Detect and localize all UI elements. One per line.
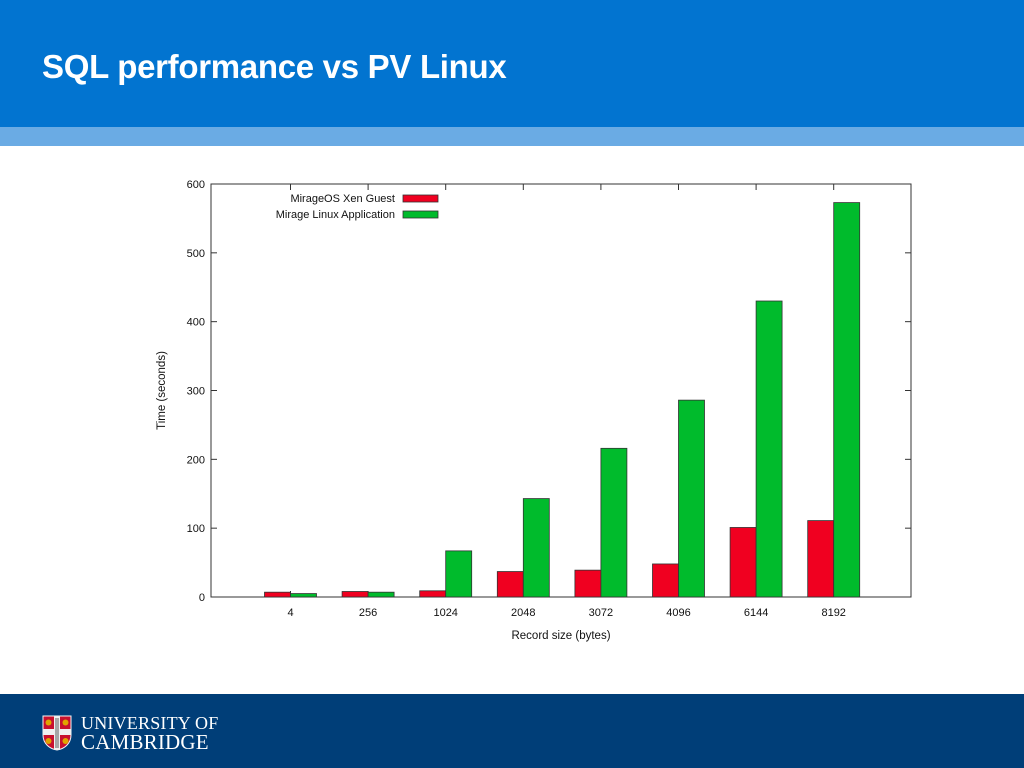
y-tick-label: 500: [187, 248, 205, 260]
bar-xen-guest: [729, 527, 757, 598]
slide-footer: [0, 694, 1024, 768]
x-tick-label: 4: [287, 607, 293, 619]
logo-line-1: UNIVERSITY OF: [81, 713, 219, 733]
x-tick-label: 1024: [433, 607, 457, 619]
y-tick-label: 200: [187, 454, 205, 466]
slide-title: SQL performance vs PV Linux: [42, 48, 507, 85]
bar-linux-app: [290, 593, 317, 598]
university-logo: UNIVERSITY OF CAMBRIDGE: [42, 713, 219, 754]
bar-xen-guest: [496, 571, 524, 598]
x-tick-label: 2048: [511, 607, 535, 619]
x-tick-label: 4096: [666, 607, 690, 619]
legend-swatch: [402, 210, 439, 219]
university-crest-icon: [42, 715, 72, 751]
slide-header: [0, 0, 1024, 127]
y-axis-label: Time (seconds): [156, 351, 168, 430]
x-tick-label: 3072: [589, 607, 613, 619]
y-tick-label: 0: [199, 592, 205, 604]
legend-label: MirageOS Xen Guest: [290, 193, 395, 205]
bar-xen-guest: [419, 590, 447, 598]
bar-xen-guest: [652, 563, 679, 598]
legend-swatch: [402, 194, 439, 203]
legend-label: Mirage Linux Application: [276, 209, 395, 221]
bar-linux-app: [522, 498, 550, 598]
x-axis-label: Record size (bytes): [511, 630, 610, 642]
bar-linux-app: [367, 591, 395, 598]
bar-xen-guest: [807, 520, 835, 598]
header-stripe: [0, 127, 1024, 146]
y-tick-label: 400: [187, 317, 205, 329]
bar-linux-app: [833, 202, 861, 598]
y-tick-label: 300: [187, 386, 205, 398]
y-tick-label: 600: [187, 179, 205, 191]
bar-linux-app: [678, 399, 705, 598]
x-tick-label: 8192: [821, 607, 845, 619]
bar-xen-guest: [574, 569, 602, 598]
x-tick-label: 6144: [744, 607, 768, 619]
x-tick-label: 256: [359, 607, 377, 619]
logo-line-2: CAMBRIDGE: [81, 730, 209, 754]
y-tick-label: 100: [187, 523, 205, 535]
bar-linux-app: [445, 550, 473, 598]
plot-frame: [210, 183, 912, 598]
bar-xen-guest: [341, 591, 369, 598]
bar-xen-guest: [264, 591, 291, 598]
bar-linux-app: [600, 447, 628, 598]
bar-linux-app: [755, 300, 783, 598]
